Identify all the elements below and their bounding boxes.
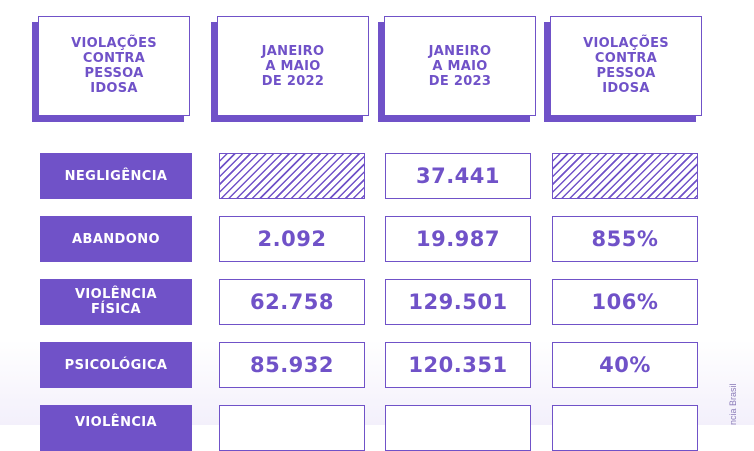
value-cell — [219, 405, 365, 451]
value-cell: 62.758 — [219, 279, 365, 325]
value-cell: 40% — [552, 342, 698, 388]
value-cell — [385, 405, 531, 451]
row-label: VIOLÊNCIA — [40, 405, 192, 451]
value-cell: 106% — [552, 279, 698, 325]
value-cell — [552, 405, 698, 451]
photo-credit: ncia Brasil — [728, 383, 738, 425]
header-col-3: JANEIRO A MAIO DE 2023 — [384, 16, 536, 116]
table-row: NEGLIGÊNCIA 37.441 — [0, 153, 754, 199]
value-cell: 37.441 — [385, 153, 531, 199]
value-cell: 85.932 — [219, 342, 365, 388]
header-col-4: VIOLAÇÕES CONTRA PESSOA IDOSA — [550, 16, 702, 116]
value-cell: 19.987 — [385, 216, 531, 262]
table-row: PSICOLÓGICA 85.932 120.351 40% — [0, 342, 754, 388]
row-label: PSICOLÓGICA — [40, 342, 192, 388]
header-col-1-text: VIOLAÇÕES CONTRA PESSOA IDOSA — [71, 36, 157, 96]
row-label: NEGLIGÊNCIA — [40, 153, 192, 199]
table-row: VIOLÊNCIA — [0, 405, 754, 451]
header-col-3-text: JANEIRO A MAIO DE 2023 — [428, 43, 492, 89]
table-row: ABANDONO 2.092 19.987 855% — [0, 216, 754, 262]
row-label: ABANDONO — [40, 216, 192, 262]
value-cell: 120.351 — [385, 342, 531, 388]
value-cell: 2.092 — [219, 216, 365, 262]
table-row: VIOLÊNCIA FÍSICA 62.758 129.501 106% — [0, 279, 754, 325]
value-cell — [552, 153, 698, 199]
value-cell — [219, 153, 365, 199]
value-cell: 855% — [552, 216, 698, 262]
header-col-1: VIOLAÇÕES CONTRA PESSOA IDOSA — [38, 16, 190, 116]
row-label: VIOLÊNCIA FÍSICA — [40, 279, 192, 325]
header-col-2-text: JANEIRO A MAIO DE 2022 — [261, 43, 325, 89]
header-col-2: JANEIRO A MAIO DE 2022 — [217, 16, 369, 116]
value-cell: 129.501 — [385, 279, 531, 325]
header-col-4-text: VIOLAÇÕES CONTRA PESSOA IDOSA — [583, 36, 669, 96]
